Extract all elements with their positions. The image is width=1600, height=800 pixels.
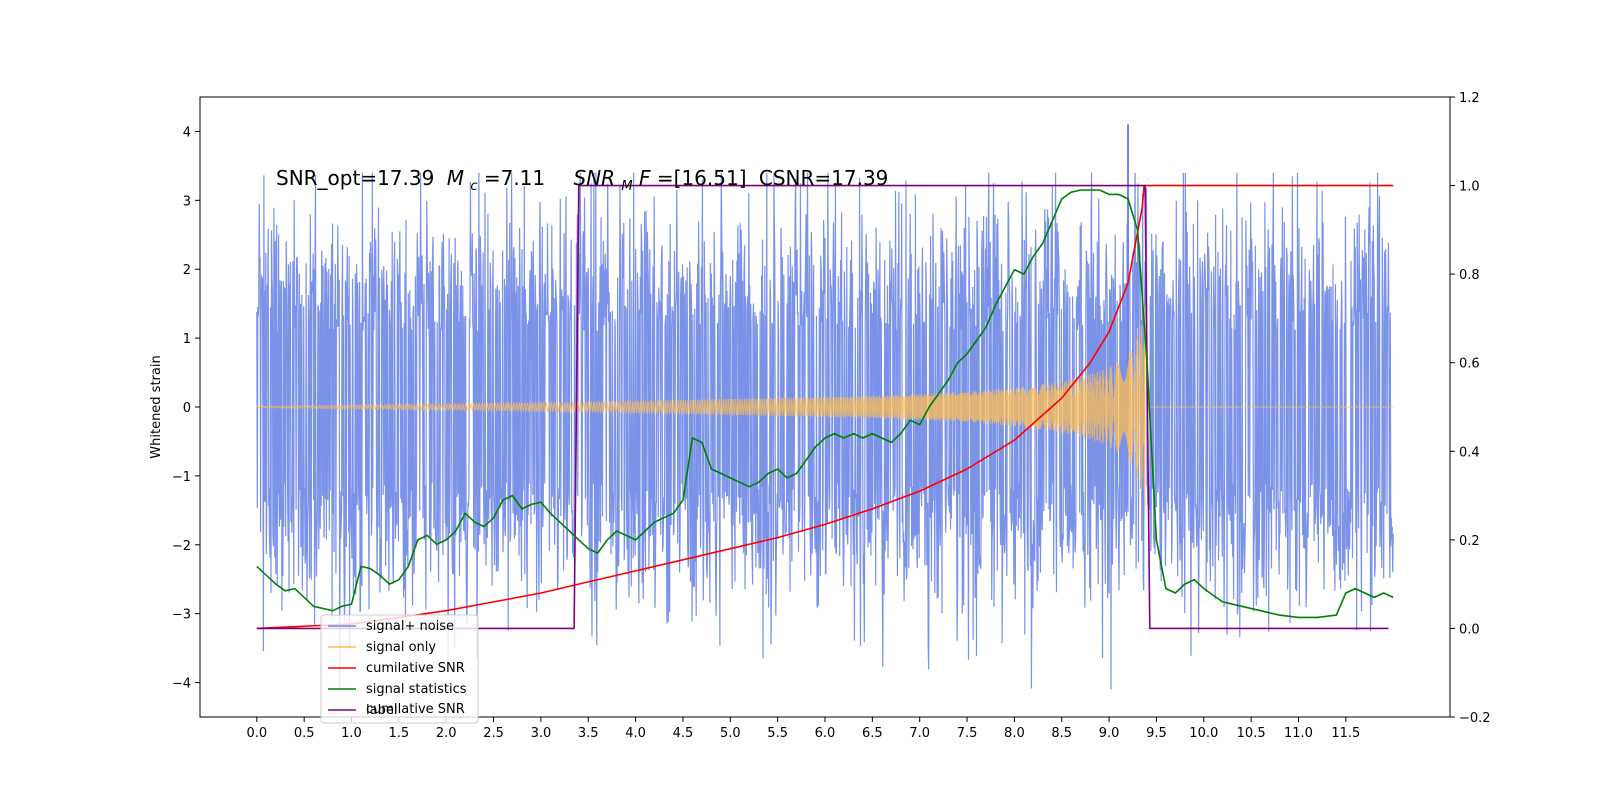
signal-only-series [256,305,1394,512]
x-tick-label: 4.0 [625,726,646,741]
left-y-tick-label: 4 [183,125,191,140]
left-y-tick-label: 0 [183,401,191,416]
left-y-tick-label: 3 [183,194,191,209]
x-tick-label: 0.5 [294,726,315,741]
right-y-tick-label: 0.6 [1459,357,1480,372]
legend-label: signal only [366,640,436,655]
x-tick-label: 5.5 [767,726,788,741]
legend-box [320,614,479,724]
x-tick-label: 1.5 [389,726,410,741]
left-y-axis: 4 3 2 1 0 −1 −2 −3 −4 [172,125,200,692]
right-y-tick-label: 1.0 [1459,180,1480,195]
snr-mf-symbol: SNR [574,166,616,190]
csnr-text: CSNR=17.39 [759,166,889,190]
left-y-tick-label: −3 [172,608,191,623]
x-tick-label: 3.0 [531,726,552,741]
x-tick-label: 5.0 [720,726,741,741]
right-y-tick-label: 0.2 [1459,534,1480,549]
signal-noise-line [256,172,1394,690]
legend-label: cumilative SNR [366,661,465,676]
x-tick-label: 2.5 [483,726,504,741]
left-y-tick-label: −2 [172,539,191,554]
x-tick-label: 10.0 [1189,726,1218,741]
left-y-tick-label: 1 [183,332,191,347]
x-tick-label: 6.5 [862,726,883,741]
x-tick-label: 11.0 [1284,726,1313,741]
cumulative-snr-line [256,184,1394,630]
x-tick-label: 9.0 [1099,726,1120,741]
legend-label: signal+ noise [366,619,454,634]
right-y-tick-label: 0.0 [1459,622,1480,637]
legend: cumilative SNR signal+ noise signal only c… [320,614,479,724]
left-y-tick-label: 2 [183,263,191,278]
mc-subscript: c [470,179,477,194]
svg-text:SNR_opt=17.39 M c: SNR_opt=17.39 M c =7.11 SNR M F =[16.51]… [276,166,888,195]
x-tick-label: 8.0 [1004,726,1025,741]
x-tick-label: 8.5 [1051,726,1072,741]
left-y-tick-label: −1 [172,470,191,485]
right-y-tick-label: 1.2 [1459,91,1480,106]
x-tick-label: 7.5 [957,726,978,741]
snr-mf-value-text: =[16.51] [657,166,747,190]
x-tick-label: 7.0 [909,726,930,741]
x-tick-label: 4.5 [673,726,694,741]
mc-symbol: M [447,166,464,190]
right-y-tick-label: 0.8 [1459,268,1480,283]
mc-value-text: =7.11 [484,166,545,190]
snr-mf-subscript: M [621,179,632,194]
x-tick-label: 0.0 [246,726,267,741]
snr-opt-text: SNR_opt=17.39 [276,166,434,190]
x-tick-label: 3.5 [578,726,599,741]
x-tick-label: 6.0 [815,726,836,741]
signal-statistics-line [256,189,1394,619]
right-y-tick-label: 0.4 [1459,445,1480,460]
x-tick-label: 11.5 [1331,726,1360,741]
right-y-tick-label: −0.2 [1459,711,1491,726]
x-tick-label: 2.0 [436,726,457,741]
label-line [256,184,1389,630]
x-tick-label: 1.0 [341,726,362,741]
x-axis: 0.0 0.5 1.0 1.5 2.0 2.5 3.0 3.5 4.0 4.5 5.0 5.5 6.0 6… [246,717,1360,741]
snr-annotation: SNR_opt=17.39 M c =7.11 SNR M F =[16.51]… [276,166,888,195]
snr-mf-f: F [639,166,651,190]
x-tick-label: 10.5 [1237,726,1266,741]
x-tick-label: 9.5 [1146,726,1167,741]
right-y-axis: 1.2 1.0 0.8 0.6 0.4 0.2 0.0 −0.2 [1450,91,1491,726]
y-axis-label: Whitened strain [149,355,164,458]
legend-entries: signal+ noise signal only cumilative SNR si… [328,619,467,718]
legend-label: signal statistics [366,682,467,697]
signal-only-line [256,305,1394,512]
legend-ghost-text: cumilative SNR [366,702,465,717]
legend-label: label [366,703,397,718]
left-y-tick-label: −4 [172,677,191,692]
signal-noise-series [256,124,1394,690]
right-axis-series [256,184,1394,630]
